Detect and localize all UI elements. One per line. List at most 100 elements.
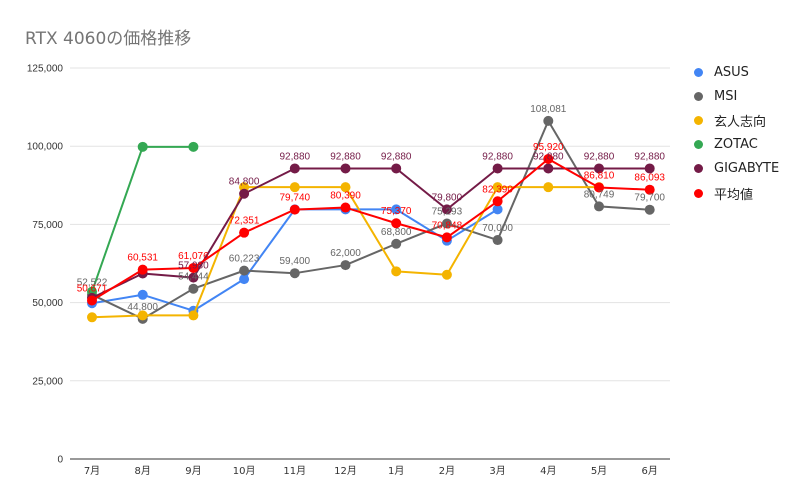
data-label: 95,920 bbox=[533, 142, 564, 153]
data-point bbox=[239, 227, 250, 238]
legend-label: 平均値 bbox=[714, 187, 754, 203]
x-tick-label: 4月 bbox=[540, 465, 556, 477]
data-label: 92,880 bbox=[584, 151, 615, 162]
data-point bbox=[239, 274, 250, 285]
data-point bbox=[391, 266, 402, 277]
data-label: 61,076 bbox=[178, 251, 209, 262]
legend-marker bbox=[694, 115, 703, 125]
data-point bbox=[137, 289, 148, 300]
data-point bbox=[137, 141, 148, 152]
data-label: 84,800 bbox=[229, 177, 260, 188]
data-point bbox=[492, 182, 503, 193]
legend-marker bbox=[694, 67, 703, 77]
x-tick-label: 5月 bbox=[591, 465, 607, 477]
legend-item: MSI bbox=[694, 84, 779, 108]
series-line bbox=[91, 167, 650, 299]
data-point bbox=[137, 310, 148, 321]
legend-item: ZOTAC bbox=[694, 133, 779, 157]
series-1 bbox=[87, 115, 655, 324]
data-point bbox=[188, 262, 199, 273]
data-point bbox=[391, 204, 402, 215]
data-point bbox=[239, 188, 250, 199]
x-tick-label: 12月 bbox=[334, 465, 357, 477]
data-label: 75,293 bbox=[432, 206, 463, 217]
data-point bbox=[492, 196, 503, 207]
data-point bbox=[188, 141, 199, 152]
data-point bbox=[340, 260, 351, 271]
x-tick-label: 2月 bbox=[439, 465, 455, 477]
data-label: 59,400 bbox=[280, 256, 311, 267]
data-point bbox=[441, 269, 452, 280]
data-point bbox=[441, 218, 452, 229]
legend-item: 平均値 bbox=[694, 181, 779, 205]
data-point bbox=[340, 202, 351, 213]
data-point bbox=[543, 115, 554, 126]
data-point bbox=[137, 264, 148, 275]
data-point bbox=[644, 163, 655, 174]
data-label: 80,390 bbox=[330, 191, 361, 202]
data-label: 86,810 bbox=[584, 170, 615, 181]
data-point bbox=[644, 204, 655, 215]
legend-label: GIGABYTE bbox=[714, 161, 780, 177]
data-point bbox=[289, 163, 300, 174]
series-line bbox=[91, 157, 650, 302]
data-point bbox=[188, 272, 199, 283]
data-label: 92,880 bbox=[533, 151, 564, 162]
y-tick-label: 0 bbox=[57, 455, 63, 466]
data-point bbox=[340, 182, 351, 193]
x-tick-label: 10月 bbox=[233, 465, 256, 477]
data-point bbox=[391, 218, 402, 229]
data-label: 50,671 bbox=[77, 284, 108, 295]
series-4 bbox=[87, 163, 655, 303]
data-label: 70,000 bbox=[482, 223, 513, 234]
data-point bbox=[644, 184, 655, 195]
data-point bbox=[87, 312, 97, 323]
data-label: 68,800 bbox=[381, 227, 412, 238]
data-label: 75,370 bbox=[381, 206, 412, 217]
legend-item: ASUS bbox=[694, 60, 779, 84]
legend-label: ZOTAC bbox=[714, 137, 758, 153]
legend-label: 玄人志向 bbox=[714, 114, 767, 130]
data-point bbox=[188, 283, 199, 294]
x-tick-label: 8月 bbox=[135, 465, 151, 477]
data-label: 92,880 bbox=[634, 151, 665, 162]
data-point bbox=[543, 163, 554, 174]
data-point bbox=[492, 235, 503, 246]
legend-item: 玄人志向 bbox=[694, 108, 779, 132]
data-point bbox=[594, 182, 604, 193]
data-point bbox=[441, 232, 452, 243]
data-label: 86,093 bbox=[634, 173, 665, 184]
series-5 bbox=[87, 153, 655, 306]
data-label: 60,531 bbox=[127, 253, 158, 264]
data-point bbox=[188, 310, 199, 321]
y-tick-label: 75,000 bbox=[32, 220, 63, 231]
data-point bbox=[543, 153, 554, 164]
legend-marker bbox=[694, 91, 703, 101]
data-point bbox=[289, 182, 300, 193]
data-label: 57,980 bbox=[178, 261, 209, 272]
x-tick-label: 9月 bbox=[185, 465, 201, 477]
data-label: 92,880 bbox=[381, 151, 412, 162]
y-tick-label: 50,000 bbox=[32, 298, 63, 309]
legend: ASUS MSI 玄人志向 ZOTAC GIGABYTE 平均値 bbox=[694, 60, 779, 205]
data-point bbox=[441, 204, 452, 215]
data-label: 79,700 bbox=[634, 193, 665, 204]
chart-title: RTX 4060の価格推移 bbox=[25, 29, 192, 49]
data-point bbox=[289, 268, 300, 279]
x-tick-label: 1月 bbox=[388, 465, 404, 477]
data-label: 52,522 bbox=[77, 278, 108, 289]
data-label: 92,880 bbox=[280, 151, 311, 162]
y-tick-label: 125,000 bbox=[27, 64, 64, 75]
data-point bbox=[391, 238, 402, 249]
data-label: 79,740 bbox=[280, 193, 311, 204]
data-label: 92,880 bbox=[330, 151, 361, 162]
data-point bbox=[87, 295, 97, 306]
data-point bbox=[492, 163, 503, 174]
legend-label: MSI bbox=[714, 88, 738, 104]
data-point bbox=[492, 204, 503, 215]
legend-item: GIGABYTE bbox=[694, 157, 779, 181]
x-tick-label: 7月 bbox=[84, 465, 100, 477]
data-label: 108,081 bbox=[530, 104, 567, 115]
data-label: 44,800 bbox=[127, 302, 158, 313]
